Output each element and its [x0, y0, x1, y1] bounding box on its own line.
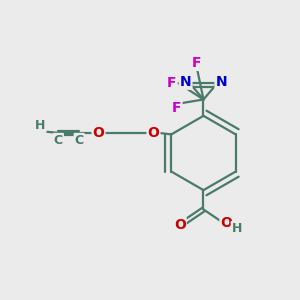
Text: F: F	[167, 76, 176, 90]
Text: O: O	[174, 218, 186, 232]
Text: C: C	[54, 134, 63, 147]
Text: O: O	[220, 216, 232, 230]
Text: F: F	[172, 101, 182, 116]
Text: O: O	[148, 126, 159, 140]
Text: N: N	[180, 75, 191, 89]
Text: H: H	[232, 222, 242, 235]
Text: N: N	[215, 75, 227, 89]
Text: H: H	[35, 119, 46, 132]
Text: O: O	[93, 126, 104, 140]
Text: F: F	[192, 56, 202, 70]
Text: C: C	[75, 134, 84, 147]
